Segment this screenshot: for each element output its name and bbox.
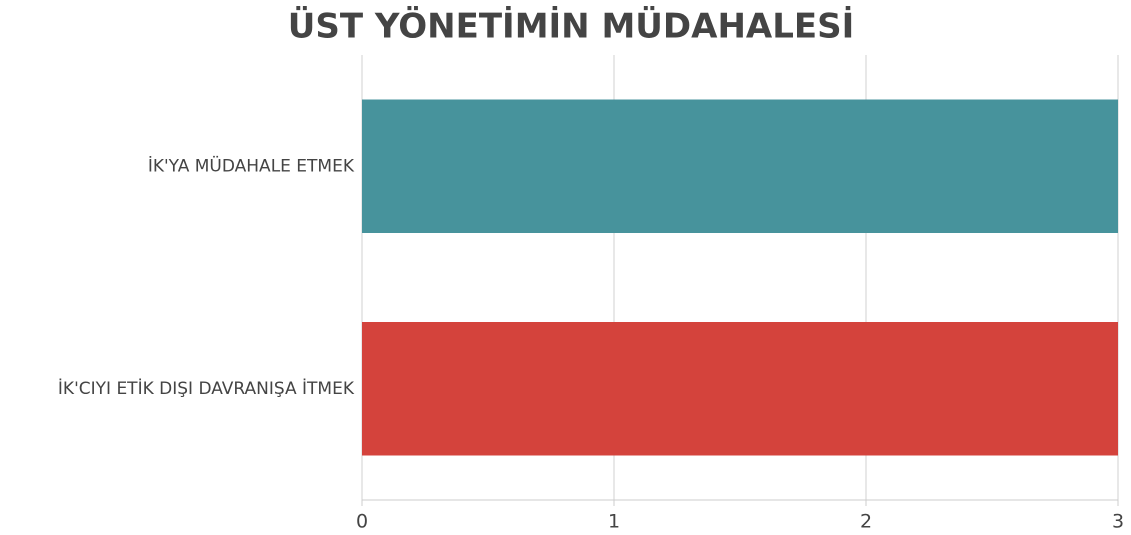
y-tick-label: İK'CIYI ETİK DIŞI DAVRANIŞA İTMEK	[58, 378, 355, 399]
x-tick-label: 2	[860, 511, 872, 533]
y-tick-label: İK'YA MÜDAHALE ETMEK	[148, 154, 355, 176]
x-tick-label: 3	[1112, 511, 1124, 533]
bar	[362, 99, 1118, 233]
x-tick-label: 1	[608, 511, 620, 533]
bar	[362, 322, 1118, 456]
x-tick-label: 0	[356, 511, 368, 533]
chart-title: ÜST YÖNETİMİN MÜDAHALESİ	[288, 6, 855, 47]
